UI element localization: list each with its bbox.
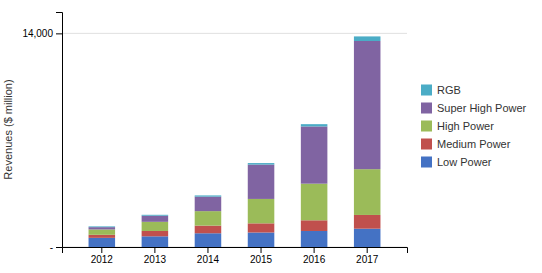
bar-segment [89,226,116,228]
x-tick-label: 2017 [356,254,379,265]
y-axis: - 14,000 [22,13,62,253]
bar-segment [89,238,116,247]
legend-item: Medium Power [421,138,511,150]
y-tick-label: 14,000 [22,28,53,39]
bar-segment [142,231,169,236]
legend: RGB Super High Power High Power Medium Powe… [421,84,527,168]
x-tick-label: 2013 [144,254,167,265]
grid-line [62,33,407,34]
x-tick-mark [207,247,208,253]
y-axis-label: Revenues ($ million) [2,79,14,179]
x-tick: 2013 [144,247,167,265]
y-tick: - [50,242,62,253]
x-tick-mark [261,247,262,253]
legend-label: Super High Power [437,102,527,114]
bar-segment [354,215,381,229]
bar-segment [142,216,169,222]
legend-swatch [421,121,432,132]
x-tick-label: 2016 [303,254,326,265]
bar-segment [354,169,381,215]
x-tick-label: 2014 [197,254,220,265]
y-tick-mark [56,247,62,248]
bar-segment [354,229,381,247]
bar-segment [354,41,381,169]
series [89,215,381,238]
bar-segment [248,165,275,199]
bar-segment [195,195,222,196]
bar-segment [142,222,169,231]
x-tick: 2015 [250,247,273,265]
series [89,169,381,235]
bar-segment [248,163,275,165]
grid [62,33,407,247]
bar-segment [89,235,116,238]
series [89,36,381,227]
chart: 2012 2013 2014 2015 2016 2017 - 14,000 Revenues … [0,0,542,273]
legend-swatch [421,157,432,168]
bar-segment [195,233,222,247]
legend-item: Super High Power [421,102,527,114]
legend-item: Low Power [421,156,492,168]
x-tick-label: 2015 [250,254,273,265]
x-tick: 2012 [91,247,114,265]
legend-item: RGB [421,84,461,96]
legend-item: High Power [421,120,494,132]
legend-swatch [421,139,432,150]
legend-swatch [421,85,432,96]
bar-segment [301,124,328,126]
bar-segment [142,236,169,247]
x-tick-mark [314,247,315,253]
legend-label: High Power [437,120,494,132]
bar-segment [195,197,222,211]
x-tick-mark [367,247,368,253]
bar-segment [248,223,275,232]
legend-label: Medium Power [437,138,511,150]
x-tick-label: 2012 [91,254,114,265]
x-tick: 2014 [197,247,220,265]
y-tick-label: - [50,242,53,253]
series [89,229,381,247]
bar-segment [195,211,222,225]
x-tick: 2016 [303,247,326,265]
legend-label: Low Power [437,156,492,168]
series [89,41,381,229]
plot: 2012 2013 2014 2015 2016 2017 - 14,000 Revenues … [2,13,527,266]
bar-segment [354,36,381,41]
bar-segment [301,126,328,183]
bar-segment [89,229,116,234]
bar-segment [195,226,222,234]
x-axis: 2012 2013 2014 2015 2016 2017 [63,247,408,265]
y-tick: 14,000 [22,28,62,39]
bars [89,36,381,247]
bar-segment [301,184,328,221]
x-tick: 2017 [356,247,379,265]
x-tick-mark [101,247,102,253]
bar-segment [248,233,275,247]
y-tick-mark [56,33,62,34]
bar-segment [142,214,169,216]
bar-segment [301,220,328,231]
legend-label: RGB [437,84,461,96]
x-axis-line [63,248,408,254]
y-axis-line [56,13,63,248]
bar-segment [248,199,275,223]
x-tick-mark [154,247,155,253]
bar-segment [301,231,328,247]
bar-segment [89,227,116,229]
legend-swatch [421,103,432,114]
